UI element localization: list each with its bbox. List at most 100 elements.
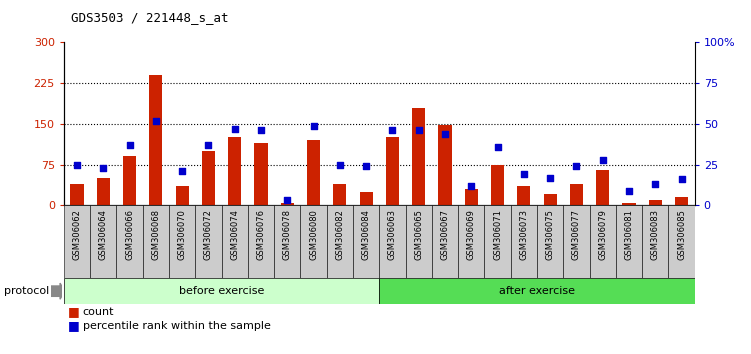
Text: percentile rank within the sample: percentile rank within the sample [83, 321, 270, 331]
Bar [248, 205, 274, 278]
Bar [406, 205, 432, 278]
Text: GSM306081: GSM306081 [625, 209, 633, 260]
Text: GDS3503 / 221448_s_at: GDS3503 / 221448_s_at [71, 11, 229, 24]
Point [176, 168, 188, 174]
Point [308, 123, 320, 129]
Point [334, 162, 346, 167]
Point [492, 144, 504, 149]
Bar [255, 143, 267, 205]
Bar [544, 194, 556, 205]
Text: GSM306066: GSM306066 [125, 209, 134, 260]
Bar [623, 202, 635, 205]
Text: GSM306077: GSM306077 [572, 209, 581, 260]
Text: after exercise: after exercise [499, 286, 575, 296]
Point [597, 157, 609, 162]
Bar [537, 205, 563, 278]
Point [150, 118, 162, 124]
Text: count: count [83, 307, 114, 316]
Text: GSM306063: GSM306063 [388, 209, 397, 260]
Text: GSM306072: GSM306072 [204, 209, 213, 260]
Text: GSM306071: GSM306071 [493, 209, 502, 260]
Bar [570, 184, 583, 205]
Bar [596, 170, 609, 205]
Text: GSM306065: GSM306065 [415, 209, 423, 260]
Bar [517, 186, 530, 205]
Point [439, 131, 451, 137]
Point [518, 172, 530, 177]
Text: GSM306079: GSM306079 [599, 209, 607, 260]
Text: ■: ■ [68, 319, 80, 332]
Bar [412, 108, 425, 205]
Bar [458, 205, 484, 278]
Bar [123, 156, 136, 205]
Bar [439, 125, 451, 205]
Bar [222, 205, 248, 278]
Text: GSM306064: GSM306064 [99, 209, 107, 260]
Text: GSM306078: GSM306078 [283, 209, 291, 260]
Bar [642, 205, 668, 278]
Point [71, 162, 83, 167]
Text: GSM306069: GSM306069 [467, 209, 475, 260]
Point [571, 164, 583, 169]
Text: GSM306082: GSM306082 [336, 209, 344, 260]
Point [282, 198, 294, 203]
Point [255, 127, 267, 133]
Text: GSM306083: GSM306083 [651, 209, 659, 260]
Text: GSM306074: GSM306074 [231, 209, 239, 260]
Point [466, 183, 478, 189]
Bar [327, 205, 353, 278]
Text: GSM306085: GSM306085 [677, 209, 686, 260]
Point [623, 188, 635, 194]
Bar [307, 140, 320, 205]
Point [203, 142, 215, 148]
Bar [668, 205, 695, 278]
Bar [228, 137, 241, 205]
Bar [64, 278, 379, 304]
Bar [300, 205, 327, 278]
Bar [491, 165, 504, 205]
Bar [333, 184, 346, 205]
Bar [484, 205, 511, 278]
Text: GSM306073: GSM306073 [520, 209, 528, 260]
Bar [616, 205, 642, 278]
Bar [202, 151, 215, 205]
Bar [675, 197, 688, 205]
Point [98, 165, 110, 171]
Bar [143, 205, 169, 278]
Text: GSM306076: GSM306076 [257, 209, 265, 260]
Bar [149, 75, 162, 205]
FancyArrow shape [51, 283, 65, 299]
Bar [274, 205, 300, 278]
Bar [465, 189, 478, 205]
Bar [379, 278, 695, 304]
Bar [116, 205, 143, 278]
Bar [649, 200, 662, 205]
Bar [360, 192, 372, 205]
Bar [281, 202, 294, 205]
Bar [64, 205, 90, 278]
Text: GSM306062: GSM306062 [73, 209, 81, 260]
Text: protocol: protocol [4, 286, 49, 296]
Text: GSM306080: GSM306080 [309, 209, 318, 260]
Bar [90, 205, 116, 278]
Bar [379, 205, 406, 278]
Text: ■: ■ [68, 305, 80, 318]
Point [413, 127, 425, 133]
Bar [386, 137, 399, 205]
Bar [590, 205, 616, 278]
Bar [169, 205, 195, 278]
Point [124, 142, 136, 148]
Text: GSM306084: GSM306084 [362, 209, 370, 260]
Bar [71, 184, 83, 205]
Bar [432, 205, 458, 278]
Bar [511, 205, 537, 278]
Text: GSM306075: GSM306075 [546, 209, 554, 260]
Point [676, 176, 688, 182]
Point [649, 181, 661, 187]
Point [387, 127, 399, 133]
Bar [97, 178, 110, 205]
Bar [195, 205, 222, 278]
Bar [176, 186, 189, 205]
Point [544, 175, 556, 181]
Point [229, 126, 241, 132]
